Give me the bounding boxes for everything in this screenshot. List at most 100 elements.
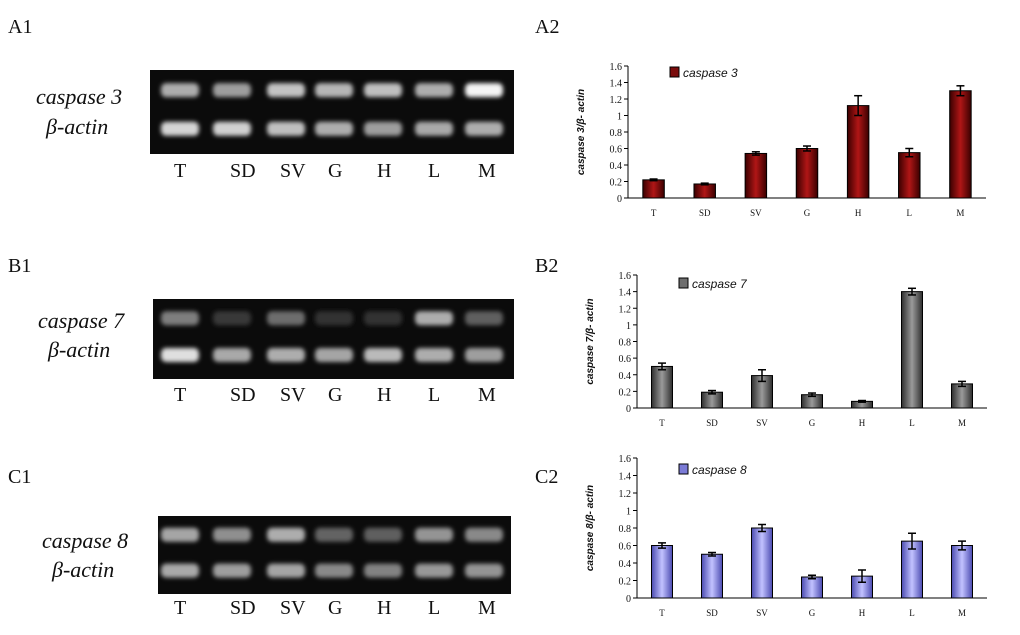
chart-panel-c2: C2 0 0.2 0.4 0.6 0.8 1 1.2 1.4 1.6 caspase 8/β- a… — [535, 454, 987, 618]
bar — [898, 152, 921, 199]
bar — [795, 148, 819, 199]
y-tick-label: 0.8 — [619, 524, 632, 535]
y-tick-label: 0 — [617, 194, 622, 205]
gel-band-target — [465, 527, 503, 542]
gel-band-actin — [161, 121, 199, 136]
y-tick-label: 1.4 — [619, 288, 632, 299]
gel-band-target — [364, 311, 402, 326]
y-axis-label: caspase 3/β- actin — [576, 89, 587, 175]
y-tick-label: 0 — [626, 404, 631, 415]
y-tick-label: 1.6 — [619, 454, 632, 465]
x-tick-label: L — [909, 608, 915, 618]
bar — [744, 152, 768, 199]
gel-lane-labels: T SD SV G H L M — [174, 160, 496, 182]
gel-band-actin — [267, 348, 305, 362]
x-tick-label: SD — [706, 418, 718, 428]
gel-band-actin — [364, 121, 402, 136]
x-tick-label: T — [659, 418, 665, 428]
lane-label: H — [377, 384, 391, 406]
bar-chart-b2: 0 0.2 0.4 0.6 0.8 1 1.2 1.4 1.6 caspase 7/β- acti… — [585, 271, 987, 428]
bar — [642, 179, 665, 199]
y-tick-label: 0.6 — [619, 354, 632, 365]
gel-bands — [161, 311, 503, 362]
gel-band-target — [213, 83, 251, 98]
x-tick-label: SV — [756, 418, 768, 428]
lane-label: SV — [280, 384, 306, 406]
x-tick-label: M — [958, 608, 966, 618]
panel-label-c1: C1 — [8, 466, 31, 488]
y-tick-label: 1 — [626, 507, 631, 518]
lane-label: L — [428, 597, 440, 619]
gel-band-actin — [465, 348, 503, 362]
gel-band-actin — [364, 563, 402, 578]
gel-band-actin — [364, 348, 402, 362]
gel-band-target — [415, 83, 453, 98]
y-tick-label: 0.2 — [619, 577, 632, 588]
y-tick-label: 1.4 — [619, 472, 632, 483]
x-tick-label: T — [651, 208, 657, 218]
gel-control-label: β-actin — [47, 337, 110, 362]
gel-band-target — [161, 83, 199, 98]
y-tick-label: 0.6 — [610, 145, 623, 156]
lane-label: H — [377, 597, 391, 619]
gel-band-target — [213, 527, 251, 542]
gel-band-target — [465, 311, 503, 326]
lane-label: SD — [230, 160, 256, 182]
x-tick-label: H — [855, 208, 862, 218]
legend-swatch — [678, 277, 689, 289]
bar — [693, 183, 716, 199]
gel-gene-label: caspase 7 — [38, 308, 125, 333]
legend-swatch — [669, 66, 680, 78]
x-tick-label: G — [804, 208, 811, 218]
bar — [951, 383, 973, 409]
gel-bands — [161, 527, 503, 578]
gel-control-label: β-actin — [45, 114, 108, 139]
y-tick-label: 0.8 — [619, 338, 632, 349]
y-tick-label: 1.6 — [619, 271, 632, 282]
gel-panel-a1: A1 caspase 3 β-actin T SD SV G H L M — [8, 16, 514, 182]
gel-band-actin — [415, 121, 453, 136]
y-tick-label: 1.4 — [610, 79, 623, 90]
gel-band-actin — [213, 563, 251, 578]
gel-band-actin — [415, 348, 453, 362]
lane-label: T — [174, 597, 186, 619]
y-tick-label: 0.2 — [619, 387, 632, 398]
legend-label: caspase 8 — [692, 463, 747, 477]
gel-band-target — [161, 311, 199, 326]
gel-band-actin — [465, 121, 503, 136]
gel-band-target — [267, 83, 305, 98]
bar-chart-c2: 0 0.2 0.4 0.6 0.8 1 1.2 1.4 1.6 caspase 8/β- acti… — [585, 454, 987, 618]
gel-lane-labels: T SD SV G H L M — [174, 597, 496, 619]
gel-image — [158, 516, 511, 594]
gel-band-target — [315, 83, 353, 98]
x-tick-label: M — [956, 208, 964, 218]
lane-label: SD — [230, 384, 256, 406]
legend-swatch — [678, 463, 689, 475]
x-tick-label: SD — [699, 208, 711, 218]
gel-lane-labels: T SD SV G H L M — [174, 384, 496, 406]
gel-image — [153, 299, 514, 379]
legend-label: caspase 3 — [683, 66, 738, 80]
x-tick-label: H — [859, 608, 866, 618]
gel-control-label: β-actin — [51, 557, 114, 582]
panel-label-a1: A1 — [8, 16, 32, 38]
lane-label: T — [174, 160, 186, 182]
lane-label: G — [328, 160, 342, 182]
y-tick-label: 0.4 — [619, 559, 632, 570]
bar — [901, 291, 923, 409]
panel-label-b1: B1 — [8, 255, 31, 277]
bar — [651, 545, 673, 599]
gel-image — [150, 70, 514, 154]
lane-label: M — [478, 384, 496, 406]
bar-chart-a2: 0 0.2 0.4 0.6 0.8 1 1.2 1.4 1.6 caspase 3/β- acti… — [576, 62, 986, 218]
x-tick-label: T — [659, 608, 665, 618]
lane-label: M — [478, 597, 496, 619]
bar — [951, 545, 973, 599]
y-tick-label: 1.6 — [610, 62, 623, 73]
lane-label: G — [328, 597, 342, 619]
gel-band-target — [364, 83, 402, 98]
gel-band-actin — [267, 563, 305, 578]
gel-gene-label: caspase 3 — [36, 84, 122, 109]
gel-band-target — [161, 527, 199, 542]
